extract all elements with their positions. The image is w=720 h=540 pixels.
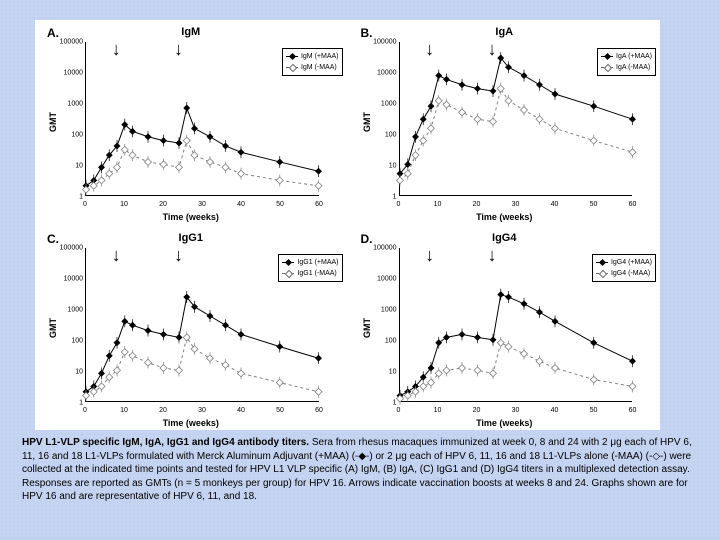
legend-item: IgA (+MAA) (601, 51, 652, 62)
legend-marker-icon (601, 67, 613, 68)
y-tick: 100000 (57, 245, 83, 252)
legend: IgG4 (+MAA)IgG4 (-MAA) (592, 254, 656, 282)
x-axis-label: Time (weeks) (476, 212, 532, 222)
x-tick: 40 (551, 201, 559, 208)
x-tick: 10 (120, 407, 128, 414)
legend-label: IgG1 (+MAA) (297, 257, 338, 268)
legend-item: IgG1 (-MAA) (282, 268, 338, 279)
y-tick: 1 (371, 194, 397, 201)
y-tick: 100 (57, 338, 83, 345)
panel-title: IgG4 (492, 232, 516, 244)
y-tick: 1000 (57, 101, 83, 108)
x-tick: 50 (276, 201, 284, 208)
legend: IgG1 (+MAA)IgG1 (-MAA) (278, 254, 342, 282)
x-tick: 20 (473, 407, 481, 414)
x-tick: 40 (237, 407, 245, 414)
legend-label: IgG4 (+MAA) (611, 257, 652, 268)
y-tick: 1 (371, 400, 397, 407)
x-tick: 0 (397, 201, 401, 208)
panel-c: C.IgG1GMTTime (weeks)1101001000100001000… (35, 226, 347, 430)
y-tick: 1 (57, 194, 83, 201)
x-tick: 20 (159, 201, 167, 208)
legend-item: IgM (+MAA) (286, 51, 339, 62)
legend-item: IgG4 (+MAA) (596, 257, 652, 268)
legend-marker-icon (596, 273, 608, 274)
legend-label: IgG4 (-MAA) (611, 268, 650, 279)
legend-marker-icon (601, 56, 613, 57)
panel-d: D.IgG4GMTTime (weeks)1101001000100001000… (349, 226, 661, 430)
legend-marker-icon (286, 67, 298, 68)
legend: IgM (+MAA)IgM (-MAA) (282, 48, 343, 76)
x-tick: 20 (159, 407, 167, 414)
y-tick: 10 (57, 369, 83, 376)
x-tick: 10 (434, 201, 442, 208)
y-tick: 100000 (57, 39, 83, 46)
y-tick: 100 (57, 132, 83, 139)
x-tick: 30 (512, 407, 520, 414)
x-tick: 30 (198, 201, 206, 208)
y-tick: 10000 (57, 70, 83, 77)
x-axis-label: Time (weeks) (163, 418, 219, 428)
legend-item: IgG4 (-MAA) (596, 268, 652, 279)
y-tick: 100 (371, 132, 397, 139)
y-tick: 1000 (371, 307, 397, 314)
x-tick: 0 (83, 201, 87, 208)
panel-a: A.IgMGMTTime (weeks)11010010001000010000… (35, 20, 347, 224)
legend-marker-icon (282, 262, 294, 263)
y-tick: 1000 (57, 307, 83, 314)
x-tick: 20 (473, 201, 481, 208)
legend-marker-icon (286, 56, 298, 57)
legend-item: IgA (-MAA) (601, 62, 652, 73)
y-axis-label: GMT (48, 112, 58, 132)
x-tick: 40 (551, 407, 559, 414)
y-axis-label: GMT (362, 112, 372, 132)
x-tick: 50 (590, 407, 598, 414)
x-tick: 30 (512, 201, 520, 208)
legend-item: IgG1 (+MAA) (282, 257, 338, 268)
legend-marker-icon (282, 273, 294, 274)
x-axis-label: Time (weeks) (476, 418, 532, 428)
x-tick: 60 (315, 201, 323, 208)
y-tick: 10000 (371, 276, 397, 283)
y-tick: 10 (57, 163, 83, 170)
x-tick: 60 (315, 407, 323, 414)
legend-item: IgM (-MAA) (286, 62, 339, 73)
y-axis-label: GMT (362, 318, 372, 338)
y-tick: 1000 (371, 101, 397, 108)
y-tick: 10 (371, 369, 397, 376)
x-tick: 50 (590, 201, 598, 208)
y-tick: 1 (57, 400, 83, 407)
x-axis-label: Time (weeks) (163, 212, 219, 222)
x-tick: 60 (629, 407, 637, 414)
legend-label: IgG1 (-MAA) (297, 268, 336, 279)
y-tick: 100 (371, 338, 397, 345)
x-tick: 0 (83, 407, 87, 414)
legend-label: IgA (+MAA) (616, 51, 652, 62)
x-tick: 60 (629, 201, 637, 208)
y-tick: 10000 (371, 70, 397, 77)
panel-title: IgM (181, 26, 200, 38)
y-tick: 100000 (371, 245, 397, 252)
y-tick: 10000 (57, 276, 83, 283)
x-tick: 50 (276, 407, 284, 414)
x-tick: 10 (120, 201, 128, 208)
x-tick: 40 (237, 201, 245, 208)
legend-label: IgA (-MAA) (616, 62, 650, 73)
x-tick: 30 (198, 407, 206, 414)
caption-title: HPV L1-VLP specific IgM, IgA, IgG1 and I… (22, 437, 309, 448)
panel-title: IgG1 (179, 232, 203, 244)
panel-b: B.IgAGMTTime (weeks)11010010001000010000… (349, 20, 661, 224)
legend-marker-icon (596, 262, 608, 263)
x-tick: 10 (434, 407, 442, 414)
legend-label: IgM (-MAA) (301, 62, 337, 73)
figure-grid: A.IgMGMTTime (weeks)11010010001000010000… (35, 20, 660, 430)
x-tick: 0 (397, 407, 401, 414)
legend-label: IgM (+MAA) (301, 51, 339, 62)
y-tick: 10 (371, 163, 397, 170)
legend: IgA (+MAA)IgA (-MAA) (597, 48, 656, 76)
panel-title: IgA (495, 26, 513, 38)
figure-caption: HPV L1-VLP specific IgM, IgA, IgG1 and I… (22, 436, 698, 504)
y-axis-label: GMT (48, 318, 58, 338)
y-tick: 100000 (371, 39, 397, 46)
